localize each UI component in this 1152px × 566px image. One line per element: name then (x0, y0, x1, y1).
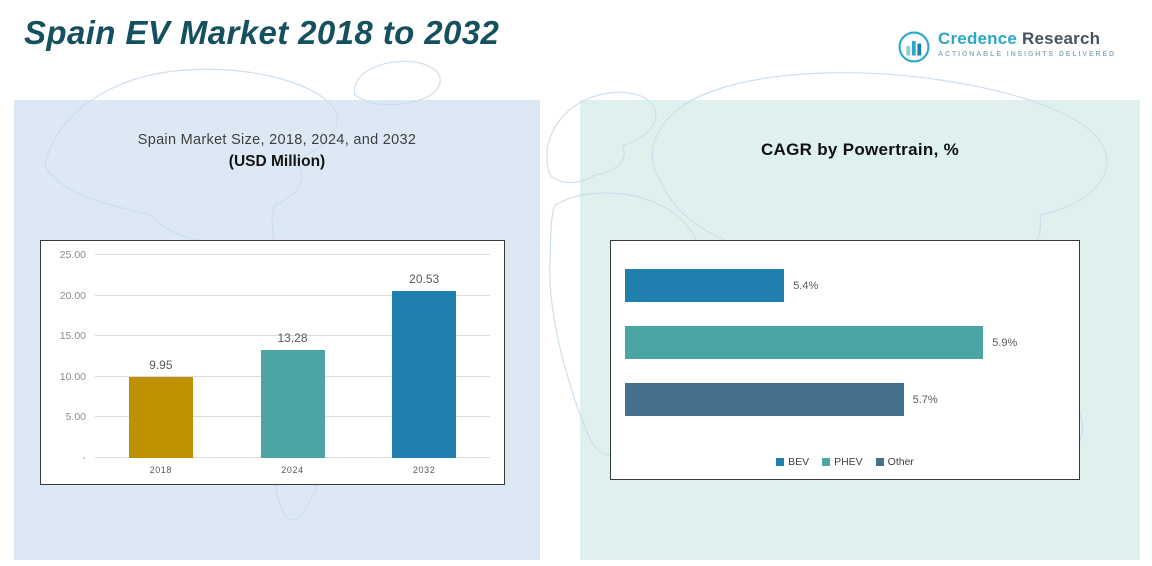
logo-brand-research: Research (1022, 29, 1101, 48)
legend-swatch-bev (776, 458, 785, 466)
bar-row-bev: 5.4% (625, 269, 1023, 302)
bar-row-other: 5.7% (625, 383, 1023, 416)
y-axis-tick-label: 25.00 (59, 249, 86, 261)
bar-bev (625, 269, 785, 302)
legend-item-other: Other (875, 456, 914, 468)
cagr-legend: BEV PHEV Other (611, 456, 1079, 468)
category-label: 2024 (281, 465, 304, 475)
y-axis-tick-label: 20.00 (59, 289, 86, 302)
bar-2018 (128, 377, 193, 458)
category-label: 2018 (149, 465, 173, 475)
bar-value-label: 13.28 (277, 331, 308, 346)
bar-2024 (260, 350, 325, 458)
bar-2032 (392, 291, 457, 458)
bar-phev (625, 326, 984, 359)
bar-value-label: 9.95 (149, 358, 173, 373)
bar-value-label: 5.7% (912, 393, 938, 406)
y-axis-tick-label: 10.00 (59, 370, 86, 383)
bar-value-label: 5.9% (992, 336, 1018, 349)
market-size-chart-title: Spain Market Size, 2018, 2024, and 2032 … (14, 132, 540, 171)
legend-swatch-other (875, 458, 884, 466)
bar-slot-2018: 9.95 2018 (101, 255, 221, 475)
legend-item-bev: BEV (776, 456, 809, 468)
legend-label: PHEV (834, 456, 863, 468)
legend-label: BEV (788, 456, 810, 468)
market-size-chart-title-line1: Spain Market Size, 2018, 2024, and 2032 (137, 132, 417, 148)
market-size-chart-title-line2: (USD Million) (228, 153, 326, 170)
market-size-plot: 25.00 20.00 15.00 10.00 5.00 - 9.95 2018 13.28 20… (60, 249, 490, 475)
legend-label: Other (887, 456, 914, 468)
bar-other (625, 383, 904, 416)
cagr-plot: 5.4% 5.9% 5.7% (625, 269, 1023, 435)
logo-text: Credence Research Actionable Insights De… (938, 29, 1116, 58)
bar-value-label: 20.53 (409, 272, 440, 287)
y-axis-tick-label: 15.00 (59, 330, 86, 343)
y-axis-tick-label: - (82, 452, 87, 464)
bar-value-label: 5.4% (793, 279, 819, 292)
legend-item-phev: PHEV (822, 456, 863, 468)
page-title: Spain EV Market 2018 to 2032 (24, 14, 500, 51)
cagr-chart-title: CAGR by Powertrain, % (760, 140, 960, 159)
bar-slot-2024: 13.28 2024 (233, 255, 353, 475)
legend-swatch-phev (822, 458, 831, 466)
logo: Credence Research Actionable Insights De… (897, 29, 1116, 64)
y-axis-tick-label: 5.00 (65, 411, 86, 424)
category-label: 2032 (412, 465, 436, 475)
logo-chart-icon (898, 31, 930, 63)
cagr-chart: 5.4% 5.9% 5.7% BEV PHEV Other (610, 240, 1080, 480)
logo-tagline: Actionable Insights Delivered (938, 50, 1116, 58)
market-size-chart: 25.00 20.00 15.00 10.00 5.00 - 9.95 2018 13.28 20… (40, 240, 505, 485)
bar-row-phev: 5.9% (625, 326, 1023, 359)
logo-brand-credence: Credence (938, 29, 1018, 48)
logo-brand: Credence Research (938, 29, 1116, 49)
bar-slot-2032: 20.53 2032 (364, 255, 484, 475)
